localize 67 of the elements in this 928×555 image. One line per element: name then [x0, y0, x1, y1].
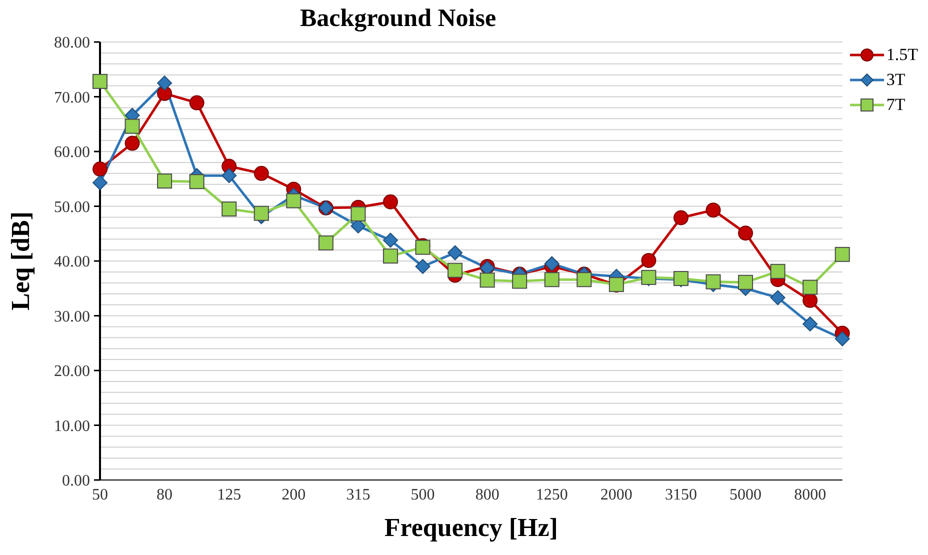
legend-label: 3T — [886, 70, 906, 90]
point — [222, 168, 237, 184]
point — [382, 194, 398, 210]
point — [802, 280, 818, 295]
point — [157, 174, 172, 189]
point — [124, 136, 140, 151]
point — [738, 274, 754, 290]
x-axis-title: Frequency [Hz] — [384, 513, 558, 542]
point — [770, 290, 786, 306]
point — [802, 292, 818, 308]
x-tick-label: 500 — [410, 486, 435, 504]
y-tick-label: 10.00 — [54, 418, 90, 435]
point — [448, 245, 463, 260]
y-tick-label: 0.00 — [62, 472, 90, 490]
x-tick-label: 3150 — [664, 486, 697, 504]
point — [576, 272, 592, 288]
point — [92, 175, 108, 190]
y-tick-label: 50.00 — [54, 198, 90, 216]
point — [92, 74, 108, 89]
point — [254, 166, 269, 181]
point — [834, 331, 850, 346]
point — [673, 210, 688, 226]
x-tick-label: 5000 — [730, 486, 762, 504]
x-tick-label: 315 — [346, 486, 370, 504]
y-tick-label: 70.00 — [54, 89, 90, 106]
point — [350, 206, 366, 222]
point — [415, 258, 430, 274]
x-tick-label: 800 — [475, 486, 500, 504]
y-tick-label: 40.00 — [54, 254, 90, 271]
point — [448, 262, 463, 278]
point — [157, 86, 172, 101]
point — [544, 272, 560, 288]
point — [189, 174, 204, 190]
point — [512, 274, 528, 289]
point — [480, 272, 495, 288]
y-tick-label: 30.00 — [54, 308, 90, 326]
point — [254, 206, 269, 221]
y-axis-title: Leq [dB] — [6, 212, 36, 310]
point — [92, 162, 108, 177]
x-tick-label: 200 — [282, 486, 306, 504]
point — [834, 246, 850, 262]
x-tick-label: 125 — [217, 486, 242, 504]
point — [189, 95, 204, 110]
x-tick-label: 80 — [156, 486, 173, 504]
point — [382, 248, 398, 264]
point — [286, 193, 302, 208]
y-tick-label: 60.00 — [54, 144, 90, 162]
point — [738, 226, 754, 241]
point — [706, 202, 721, 218]
legend-label: 1.5T — [886, 44, 918, 64]
point — [222, 201, 237, 216]
point — [382, 232, 398, 248]
y-tick-label: 20.00 — [54, 363, 90, 380]
x-tick-label: 8000 — [794, 486, 826, 504]
chart-title: Background Noise — [298, 5, 498, 32]
point — [318, 235, 334, 250]
point — [641, 252, 656, 268]
legend-label: 7T — [886, 94, 906, 114]
point — [770, 264, 786, 279]
x-tick-label: 1250 — [536, 486, 568, 504]
x-tick-label: 50 — [92, 486, 108, 504]
point — [124, 118, 140, 134]
point — [706, 274, 721, 290]
point — [157, 76, 172, 91]
point — [802, 316, 818, 332]
y-tick-label: 80.00 — [54, 34, 90, 52]
x-tick-label: 2000 — [600, 486, 632, 504]
